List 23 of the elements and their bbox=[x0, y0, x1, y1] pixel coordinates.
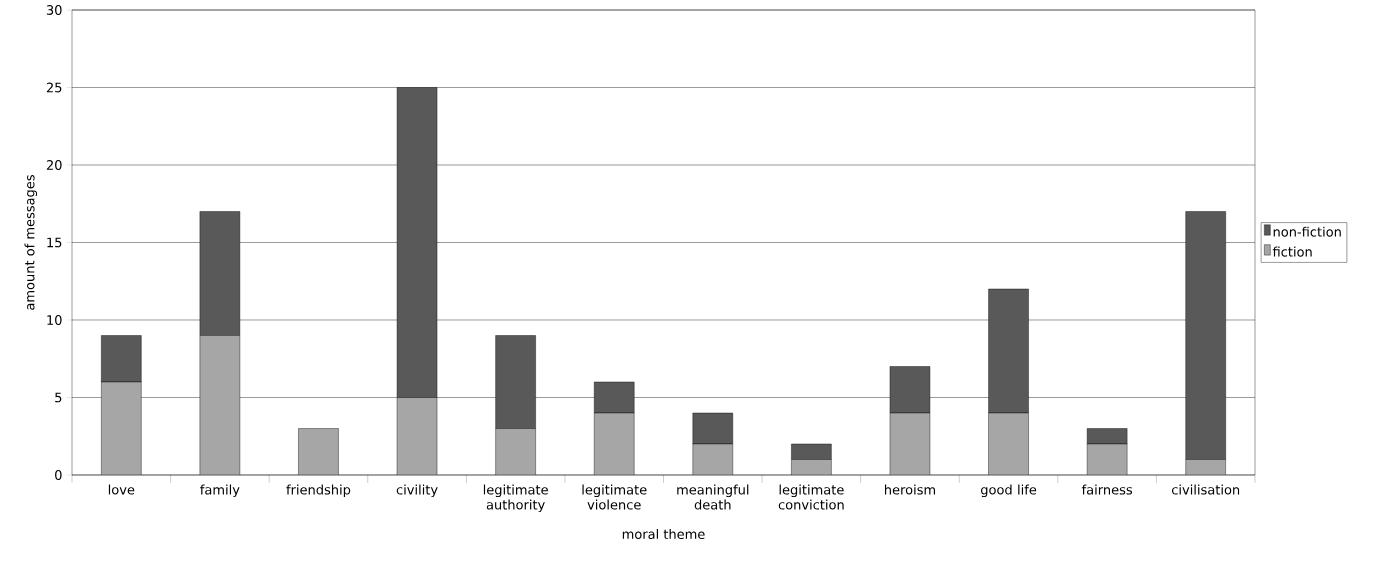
x-tick-label: meaningful death bbox=[677, 484, 749, 510]
x-tick-label: legitimate authority bbox=[483, 484, 548, 513]
x-tick-label: legitimate violence bbox=[582, 484, 647, 510]
x-tick-label: family bbox=[200, 484, 240, 498]
x-axis-title: moral theme bbox=[622, 528, 705, 540]
x-tick-label: love bbox=[108, 484, 135, 495]
y-tick-label: 0 bbox=[55, 470, 62, 480]
y-tick-label: 20 bbox=[46, 160, 62, 170]
x-tick-label: friendship bbox=[286, 484, 351, 498]
legend-label: fiction bbox=[1272, 246, 1312, 257]
x-tick-label: legitimate conviction bbox=[778, 484, 844, 510]
y-tick-label: 5 bbox=[55, 392, 62, 403]
y-tick-label: 15 bbox=[47, 237, 62, 248]
x-tick-label: heroism bbox=[884, 484, 936, 495]
legend-label: non-fiction bbox=[1273, 226, 1341, 237]
x-tick-label: good life bbox=[980, 484, 1037, 498]
x-tick-label: fairness bbox=[1081, 484, 1133, 495]
x-tick-label: civilisation bbox=[1171, 484, 1240, 495]
x-tick-label: civility bbox=[396, 484, 438, 498]
y-tick-label: 30 bbox=[46, 5, 62, 15]
y-tick-label: 10 bbox=[47, 315, 62, 325]
y-axis-title: amount of messages bbox=[24, 175, 38, 310]
y-tick-label: 25 bbox=[46, 82, 62, 93]
